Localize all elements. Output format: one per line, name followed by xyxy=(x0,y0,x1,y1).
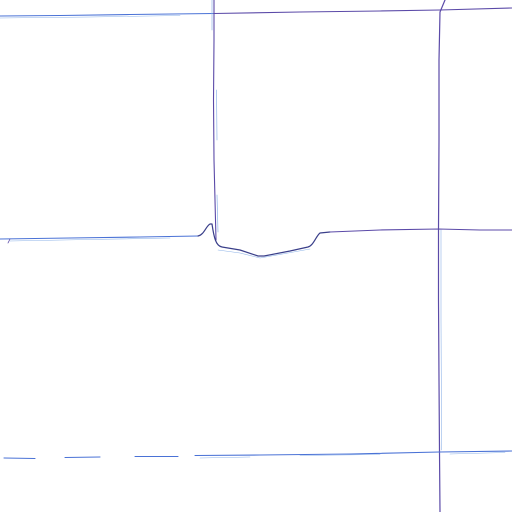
middle-horizontal-road-east xyxy=(329,228,512,233)
middle-horizontal-road xyxy=(0,223,512,259)
right-vertical-road-secondary xyxy=(440,229,442,451)
middle-horizontal-road-west-secondary xyxy=(9,237,171,242)
left-vertical-road-group xyxy=(211,0,219,241)
top-horizontal-road-east xyxy=(213,7,512,15)
small-stub-road xyxy=(7,238,11,244)
middle-curved-road xyxy=(197,223,331,257)
right-vertical-road-group xyxy=(437,0,446,512)
middle-horizontal-road-west xyxy=(0,235,199,240)
top-horizontal-road-west-secondary xyxy=(0,15,181,19)
bottom-horizontal-road xyxy=(3,450,512,460)
bottom-horizontal-road-group xyxy=(3,450,512,460)
bottom-horizontal-road-secondary xyxy=(199,452,506,459)
left-vertical-road xyxy=(212,0,217,241)
left-vertical-road-secondary xyxy=(211,0,219,233)
top-horizontal-road xyxy=(0,7,512,19)
top-horizontal-road-west xyxy=(0,12,215,17)
middle-curved-road-secondary xyxy=(217,248,311,259)
